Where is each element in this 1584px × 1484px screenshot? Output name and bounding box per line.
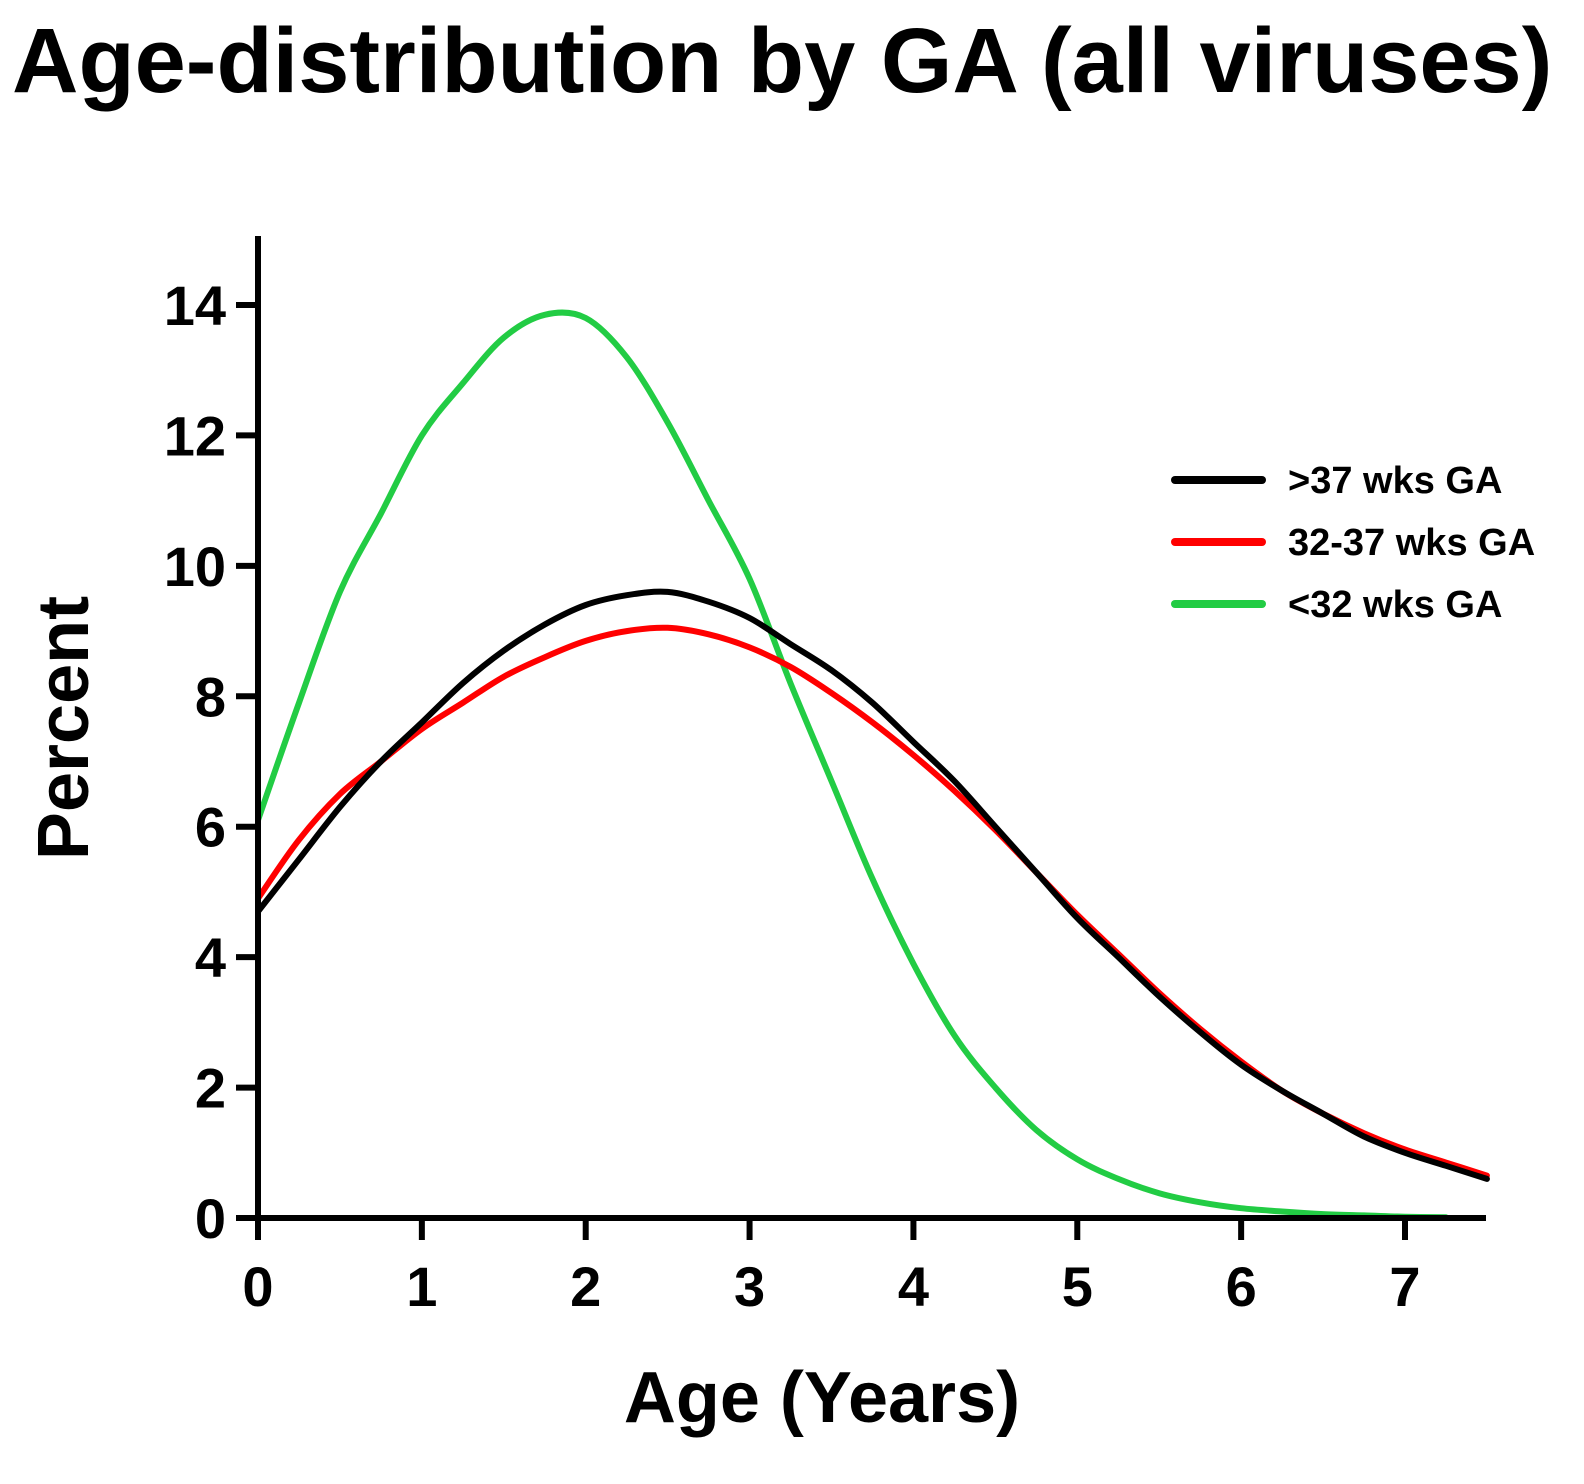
y-tick-label: 0	[195, 1187, 226, 1250]
x-tick-label: 2	[570, 1255, 601, 1318]
x-tick-label: 3	[734, 1255, 765, 1318]
y-tick-label: 4	[195, 926, 226, 989]
y-ticks: 0 2 4 6 8 10 12 14	[164, 274, 258, 1250]
x-tick-label: 5	[1062, 1255, 1093, 1318]
y-tick-label: 14	[164, 274, 226, 337]
x-tick-label: 4	[898, 1255, 929, 1318]
series-line-0	[255, 588, 1490, 1182]
series-line-2	[255, 309, 1449, 1221]
y-tick-label: 8	[195, 665, 226, 728]
legend-label: 32-37 wks GA	[1288, 522, 1535, 564]
x-axis-label: Age (Years)	[624, 1358, 1020, 1438]
x-tick-label: 7	[1389, 1255, 1420, 1318]
x-tick-label: 1	[406, 1255, 437, 1318]
series-line-1	[255, 624, 1490, 1179]
legend-label: <32 wks GA	[1288, 584, 1502, 626]
y-tick-label: 2	[195, 1057, 226, 1120]
series-layer	[255, 309, 1490, 1221]
chart-title: Age-distribution by GA (all viruses)	[12, 10, 1552, 112]
y-tick-label: 10	[164, 535, 226, 598]
legend-label: >37 wks GA	[1288, 460, 1502, 502]
legend: >37 wks GA 32-37 wks GA <32 wks GA	[1171, 460, 1535, 626]
x-tick-label: 0	[242, 1255, 273, 1318]
y-tick-label: 6	[195, 796, 226, 859]
y-tick-label: 12	[164, 404, 226, 467]
x-tick-label: 6	[1226, 1255, 1257, 1318]
x-ticks: 0 1 2 3 4 5 6 7	[242, 1218, 1421, 1318]
y-axis-label: Percent	[24, 596, 104, 860]
